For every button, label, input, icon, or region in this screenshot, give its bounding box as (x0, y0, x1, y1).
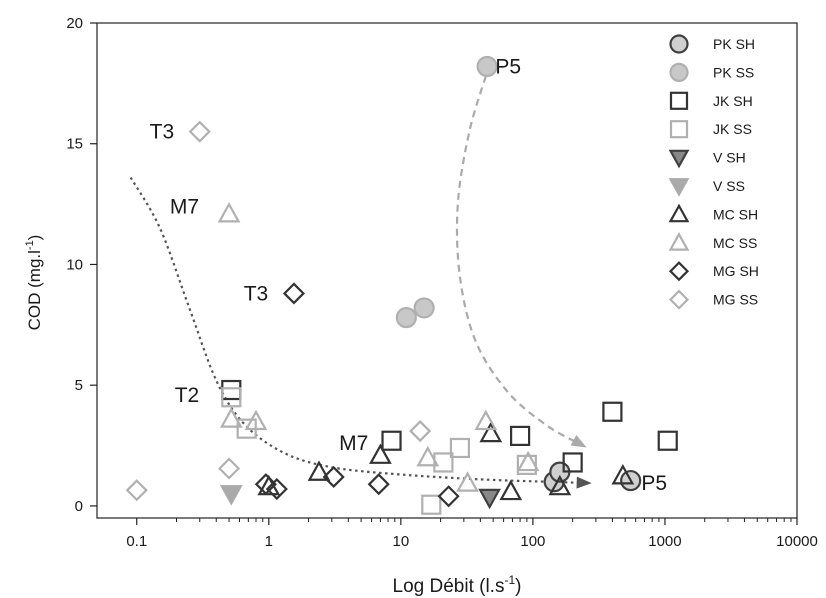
data-point-mg-ss (409, 420, 432, 443)
legend-marker-mg-ss (668, 289, 690, 310)
data-point-jk-sh (221, 379, 242, 401)
data-point-mg-ss (125, 479, 148, 502)
legend-label-pk-sh: PK SH (713, 36, 755, 52)
data-point-mg-ss (188, 120, 211, 143)
data-point-mg-sh (254, 473, 277, 496)
legend-label-mc-ss: MC SS (713, 235, 757, 251)
y-tick-label: 10 (66, 256, 83, 273)
legend: PK SH PK SS JK SH JK SS V SH V SS MC SH MC SS MG… (668, 34, 759, 310)
trend-line-dotted (129, 176, 588, 485)
legend-label-mg-sh: MG SH (713, 263, 759, 279)
data-point-mc-sh (479, 421, 503, 443)
x-tick-label: 100 (520, 533, 545, 550)
legend-label-v-sh: V SH (713, 150, 746, 166)
data-point-mc-ss (217, 201, 241, 223)
legend-label-mg-ss: MG SS (713, 292, 758, 308)
data-point-jk-sh (657, 430, 678, 451)
x-tick-label: 10000 (776, 533, 818, 550)
data-point-mc-ss (516, 450, 540, 472)
trend-line-dashed (455, 75, 584, 447)
trend-arrow-head (570, 435, 587, 448)
data-point-pk-ss (413, 297, 435, 319)
annotation-label: P5 (495, 55, 521, 78)
data-point-jk-sh (602, 401, 623, 422)
legend-label-mc-sh: MC SH (713, 206, 758, 222)
data-point-mc-ss (244, 409, 268, 431)
data-point-pk-ss (476, 55, 498, 78)
data-point-mc-sh (499, 479, 523, 501)
legend-marker-mg-sh (668, 261, 690, 282)
legend-marker-v-ss (668, 178, 690, 197)
data-point-pk-ss (395, 306, 417, 329)
data-point-mg-sh (437, 485, 460, 508)
legend-label-jk-sh: JK SH (713, 93, 753, 109)
legend-marker-jk-sh (669, 91, 689, 110)
x-tick-label: 0.1 (126, 533, 147, 550)
data-point-mg-sh (282, 282, 305, 305)
data-point-mc-ss (219, 407, 243, 428)
data-point-mg-ss (217, 457, 241, 480)
y-tick-label: 0 (75, 498, 83, 515)
legend-marker-v-sh (668, 149, 690, 169)
x-tick-label: 10 (393, 533, 410, 550)
data-points (125, 55, 678, 515)
data-point-jk-sh (562, 452, 583, 473)
y-axis-label: COD (mg.l-1) (24, 235, 44, 331)
annotation-label: T3 (150, 121, 175, 144)
data-point-mc-ss (456, 471, 479, 492)
annotation-label: P5 (641, 472, 667, 495)
data-point-mc-ss (474, 409, 498, 431)
data-point-mg-sh (367, 473, 390, 496)
y-tick-label: 20 (66, 15, 83, 32)
trend-lines (129, 75, 592, 489)
x-tick-label: 1000 (648, 533, 681, 550)
trend-arrow-head (576, 476, 592, 489)
y-tick-label: 5 (75, 377, 83, 394)
point-annotations: P5 T3 M7 T3 T2 M7 P5 (150, 55, 667, 495)
y-tick-label: 15 (66, 136, 83, 153)
annotation-label: M7 (339, 432, 368, 455)
data-point-mc-sh (369, 443, 392, 464)
data-point-jk-sh (510, 425, 531, 447)
data-point-mg-sh (265, 477, 288, 501)
data-point-jk-sh (381, 430, 402, 451)
legend-marker-mc-sh (668, 203, 690, 223)
x-axis-label: Log Débit (l.s-1) (393, 573, 522, 597)
annotation-label: T2 (175, 384, 200, 407)
data-point-jk-ss (421, 494, 442, 515)
data-point-mc-sh (611, 463, 635, 485)
legend-label-jk-ss: JK SS (713, 121, 752, 137)
annotation-label: T3 (244, 282, 269, 305)
data-point-v-sh (478, 488, 501, 510)
legend-marker-pk-sh (669, 34, 689, 54)
axes: 0.1 1 10 100 1000 10000 0 5 10 15 20 (66, 15, 818, 550)
data-point-jk-ss (433, 452, 454, 473)
legend-label-v-ss: V SS (713, 178, 745, 194)
data-point-mc-sh (307, 460, 331, 481)
annotation-label: M7 (170, 196, 199, 219)
plot-frame (96, 22, 798, 519)
legend-label-pk-ss: PK SS (713, 64, 754, 80)
data-point-jk-ss (449, 437, 470, 459)
data-point-mc-sh (548, 474, 572, 496)
legend-marker-pk-ss (669, 62, 689, 83)
data-point-mg-sh (322, 465, 345, 489)
data-point-jk-ss (221, 387, 242, 408)
legend-marker-jk-ss (669, 120, 689, 139)
x-tick-label: 1 (265, 533, 273, 550)
data-point-mc-ss (416, 445, 440, 467)
legend-marker-mc-ss (668, 232, 690, 251)
data-point-v-ss (219, 485, 243, 506)
